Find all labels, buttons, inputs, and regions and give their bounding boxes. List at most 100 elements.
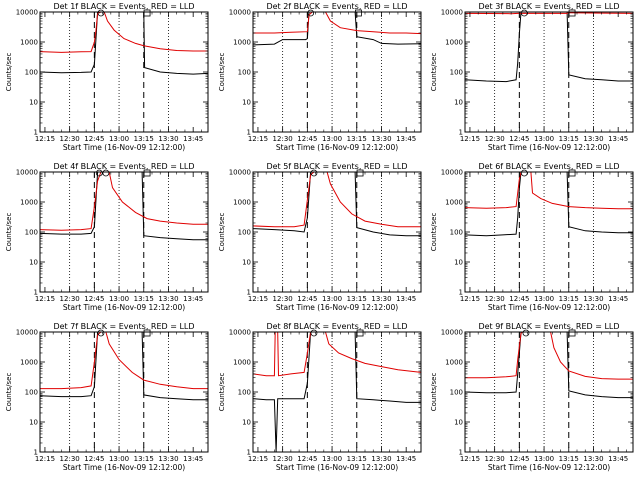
panel-det-7: Det 7f BLACK = Events, RED = LLD Counts/s… (5, 322, 209, 472)
x-tick-label: 12:30 (60, 455, 80, 463)
series-group (40, 12, 208, 75)
plot-frame (252, 171, 422, 293)
circle-marker (310, 329, 318, 337)
y-tick-label: 10 (454, 99, 463, 107)
x-tick-label: 13:45 (608, 135, 628, 143)
series-line-lld (465, 332, 633, 380)
square-marker (355, 9, 362, 17)
x-tick-label: 13:15 (559, 295, 579, 303)
y-tick-label: 1000 (20, 39, 38, 47)
y-axis-label: Counts/sec (430, 53, 438, 92)
circle-marker (97, 329, 105, 337)
series-line-events (40, 172, 208, 241)
series-group (40, 172, 208, 241)
x-tick-label: 13:30 (158, 135, 178, 143)
x-tick-label: 12:15 (35, 455, 55, 463)
series-line-lld (40, 172, 208, 231)
x-axis-label: Start Time (16-Nov-09 12:12:00) (276, 143, 398, 152)
series-line-lld (465, 12, 633, 15)
y-tick-label: 10 (242, 419, 251, 427)
x-tick-label: 12:45 (84, 295, 104, 303)
x-tick-label: 13:45 (608, 455, 628, 463)
x-tick-label: 13:00 (322, 295, 342, 303)
x-tick-label: 13:30 (583, 135, 603, 143)
y-tick-label: 10000 (229, 9, 251, 17)
y-tick-label: 100 (238, 389, 251, 397)
y-tick-label: 1000 (20, 359, 38, 367)
y-axis-label: Counts/sec (430, 213, 438, 252)
x-tick-label: 12:45 (509, 295, 529, 303)
x-tick-label: 12:45 (297, 455, 317, 463)
y-tick-label: 100 (450, 229, 463, 237)
panel-title: Det 7f BLACK = Events, RED = LLD (53, 322, 194, 331)
x-tick-label: 13:45 (183, 455, 203, 463)
series-line-events (465, 332, 633, 399)
x-tick-label: 13:45 (396, 455, 416, 463)
y-axis-label: Counts/sec (430, 373, 438, 412)
panel-det-8: Det 8f BLACK = Events, RED = LLD Counts/s… (218, 322, 422, 472)
y-tick-label: 1000 (233, 359, 251, 367)
panel-det-4: Det 4f BLACK = Events, RED = LLD Counts/s… (5, 162, 209, 312)
x-tick-label: 12:45 (509, 135, 529, 143)
panel-title: Det 3f BLACK = Events, RED = LLD (478, 2, 619, 11)
x-axis-label: Start Time (16-Nov-09 12:12:00) (276, 463, 398, 472)
x-tick-label: 13:15 (347, 455, 367, 463)
y-tick-label: 100 (25, 229, 38, 237)
x-tick-label: 12:15 (460, 135, 480, 143)
panel-title: Det 5f BLACK = Events, RED = LLD (266, 162, 407, 171)
x-tick-label: 12:30 (273, 295, 293, 303)
x-tick-label: 13:45 (183, 295, 203, 303)
x-tick-label: 12:30 (60, 135, 80, 143)
panel-title: Det 4f BLACK = Events, RED = LLD (53, 162, 194, 171)
y-tick-label: 1 (459, 129, 463, 137)
y-tick-label: 10 (29, 99, 38, 107)
y-tick-label: 1 (247, 449, 251, 457)
x-tick-label: 12:15 (248, 295, 268, 303)
x-tick-label: 12:30 (485, 295, 505, 303)
y-tick-label: 10 (29, 259, 38, 267)
y-tick-label: 1 (247, 129, 251, 137)
y-axis-label: Counts/sec (5, 53, 13, 92)
x-tick-label: 13:00 (322, 455, 342, 463)
y-tick-label: 10000 (229, 329, 251, 337)
panel-title: Det 2f BLACK = Events, RED = LLD (266, 2, 407, 11)
y-tick-label: 100 (238, 69, 251, 77)
panel-det-1: Det 1f BLACK = Events, RED = LLD Counts/s… (5, 2, 209, 152)
plot-frame (39, 331, 209, 453)
x-tick-label: 12:30 (273, 455, 293, 463)
y-tick-label: 10 (454, 419, 463, 427)
y-tick-label: 10 (242, 259, 251, 267)
y-tick-label: 1000 (445, 359, 463, 367)
x-tick-label: 12:15 (248, 455, 268, 463)
series-group (465, 172, 633, 237)
y-tick-label: 10000 (441, 329, 463, 337)
x-tick-label: 12:30 (60, 295, 80, 303)
panel-det-6: Det 6f BLACK = Events, RED = LLD Counts/s… (430, 162, 634, 312)
x-tick-label: 13:30 (583, 295, 603, 303)
y-tick-label: 10 (29, 419, 38, 427)
y-tick-label: 1 (247, 289, 251, 297)
panel-det-2: Det 2f BLACK = Events, RED = LLD Counts/s… (218, 2, 422, 152)
y-tick-label: 1000 (445, 39, 463, 47)
series-group (253, 12, 421, 46)
y-tick-label: 1 (459, 449, 463, 457)
y-tick-label: 100 (25, 69, 38, 77)
x-tick-label: 12:15 (460, 455, 480, 463)
series-line-events (465, 12, 633, 83)
y-tick-label: 100 (238, 229, 251, 237)
series-line-events (40, 12, 208, 75)
series-line-events (40, 332, 208, 401)
x-tick-label: 12:30 (273, 135, 293, 143)
plot-frame (39, 11, 209, 133)
series-line-lld (253, 172, 421, 228)
y-tick-label: 10000 (441, 9, 463, 17)
panel-det-9: Det 9f BLACK = Events, RED = LLD Counts/s… (430, 322, 634, 472)
x-axis-label: Start Time (16-Nov-09 12:12:00) (63, 143, 185, 152)
y-axis-label: Counts/sec (5, 213, 13, 252)
x-tick-label: 12:30 (485, 135, 505, 143)
series-group (253, 172, 421, 237)
x-tick-label: 13:30 (371, 455, 391, 463)
x-tick-label: 12:45 (84, 135, 104, 143)
series-line-lld (465, 172, 633, 210)
